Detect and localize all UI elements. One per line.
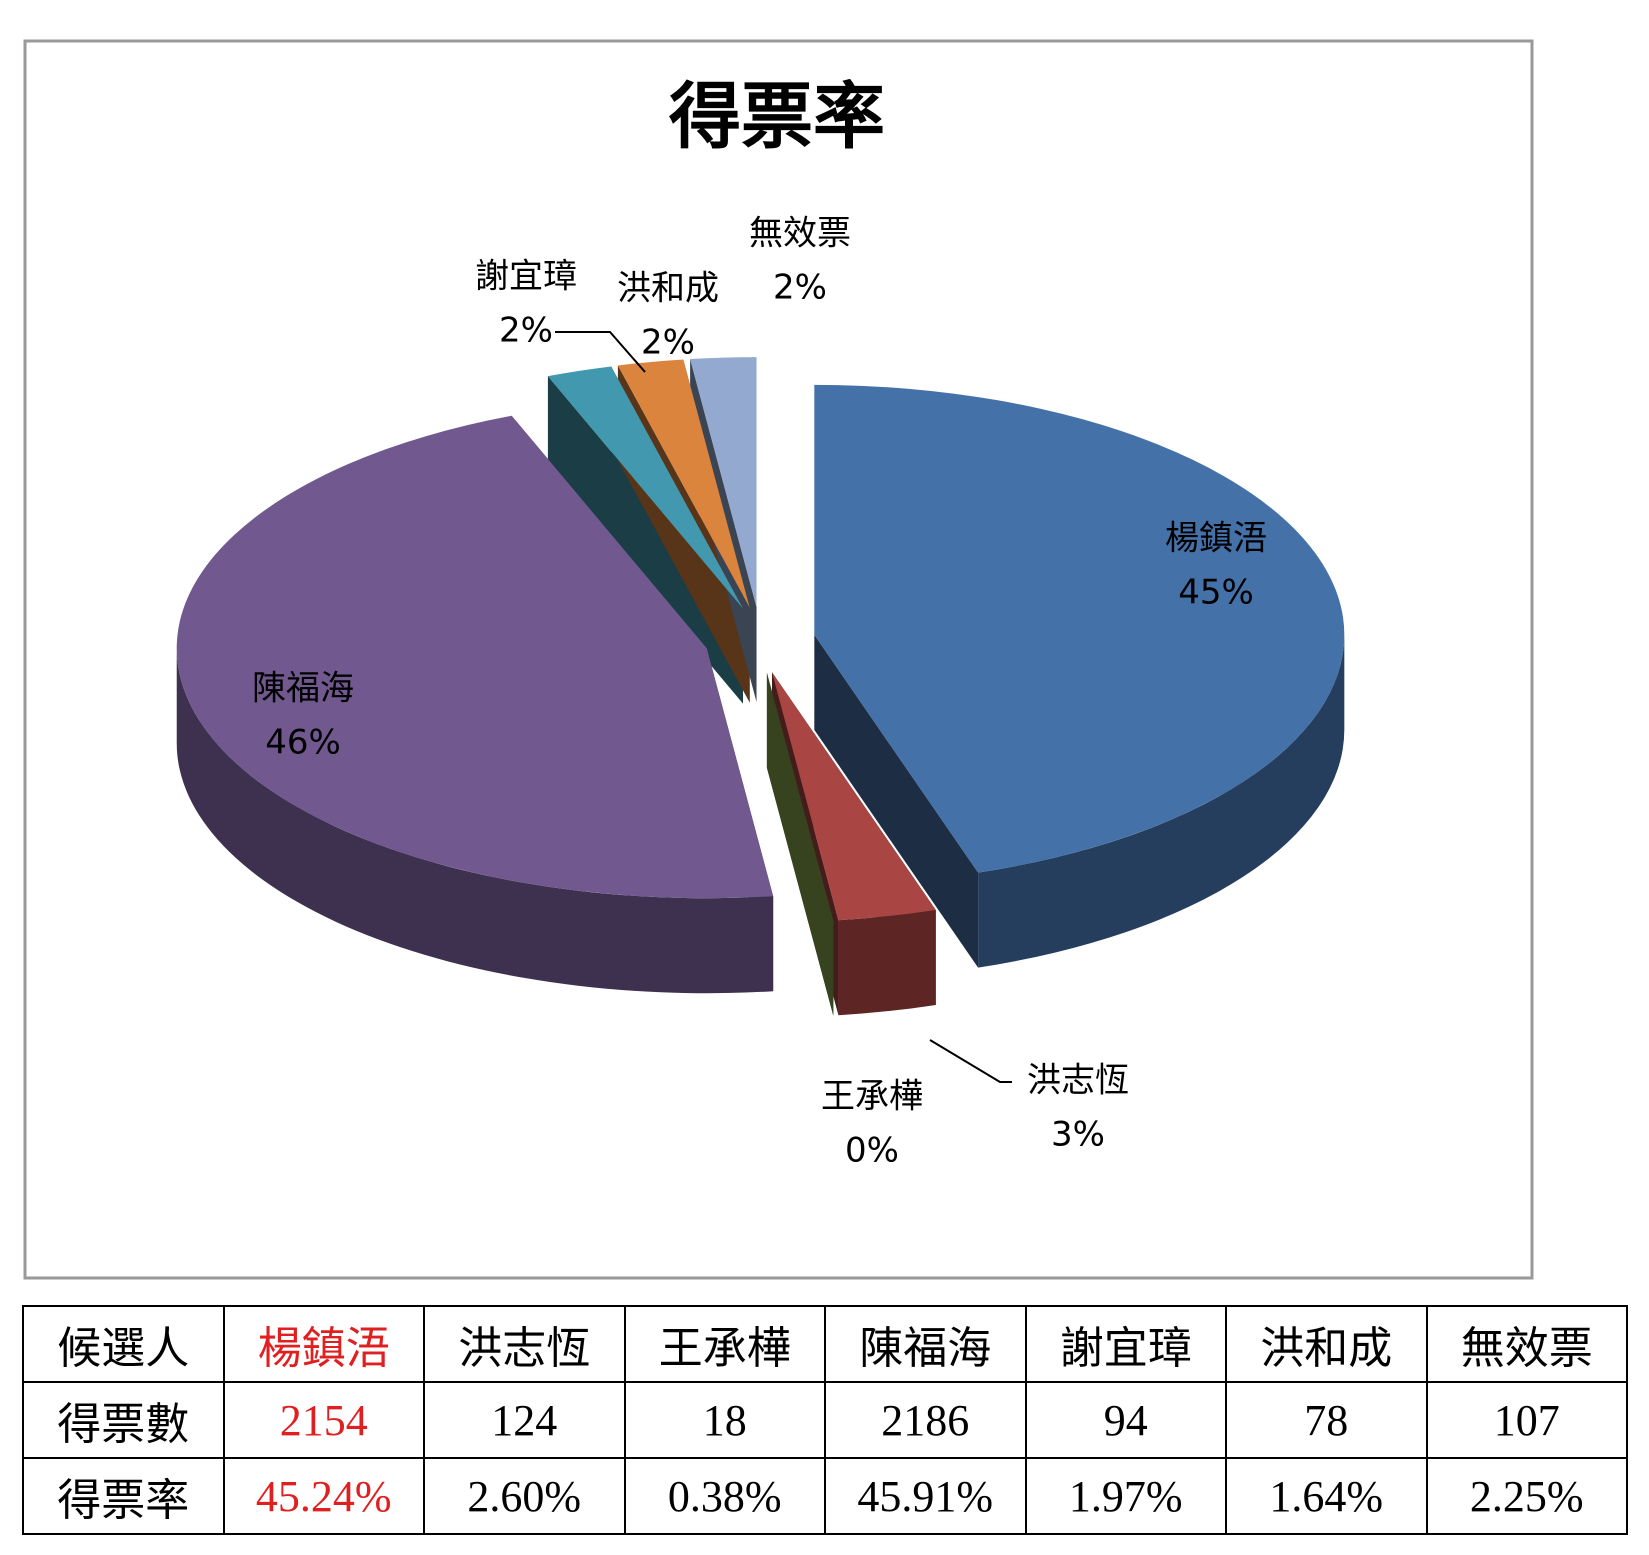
table-cell: 78 — [1225, 1381, 1428, 1459]
table-cell: 18 — [623, 1381, 826, 1459]
slice-value-label: 2% — [641, 323, 695, 363]
table-cell: 0.38% — [623, 1457, 826, 1535]
slice-value-label: 2% — [499, 311, 553, 351]
slice-wall — [766, 672, 834, 1016]
slice-value-label: 0% — [845, 1131, 899, 1171]
slice-side — [176, 648, 774, 994]
slice — [771, 672, 936, 921]
table-cell: 得票率 — [22, 1457, 225, 1535]
table-cell: 2186 — [824, 1381, 1027, 1459]
slice-label: 謝宜璋 — [475, 257, 577, 297]
leader-line — [929, 1039, 1012, 1083]
data-table: 候選人 楊鎮浯 洪志恆 王承樺 陳福海 謝宜璋 洪和成 無效票 得票數 2154 124 18 2186… — [22, 1305, 1628, 1535]
chart-title: 得票率 — [669, 75, 885, 159]
table-cell: 楊鎮浯 — [222, 1305, 425, 1383]
slice-label: 洪志恆 — [1027, 1061, 1129, 1101]
slice-wall — [547, 376, 744, 704]
slice — [814, 384, 1345, 873]
table-cell: 無效票 — [1425, 1305, 1628, 1383]
slice-value-label: 46% — [265, 723, 341, 763]
slice — [547, 366, 744, 609]
table-cell: 2154 — [222, 1381, 425, 1459]
slice — [690, 357, 757, 608]
table-cell: 45.24% — [222, 1457, 425, 1535]
table-cell: 107 — [1425, 1381, 1628, 1459]
table-cell: 124 — [423, 1381, 626, 1459]
slice-value-label: 3% — [1051, 1115, 1105, 1155]
slice-side — [838, 909, 936, 1016]
table-cell: 2.25% — [1425, 1457, 1628, 1535]
table-cell: 2.60% — [423, 1457, 626, 1535]
table-cell: 王承樺 — [623, 1305, 826, 1383]
slice-side — [978, 634, 1345, 968]
table-row: 得票數 2154 124 18 2186 94 78 107 — [22, 1381, 1628, 1459]
chart: 得票率 楊鎮浯 45% 洪志恆 3% 王承樺 0% 陳福海 46% 謝宜璋 2% 洪和成 2% 無效票 2… — [23, 39, 1534, 1280]
table-cell: 洪和成 — [1225, 1305, 1428, 1383]
table-cell: 洪志恆 — [423, 1305, 626, 1383]
slice-label: 陳福海 — [252, 669, 354, 709]
slice-label: 楊鎮浯 — [1165, 519, 1267, 559]
leader-line — [555, 331, 646, 373]
table-cell: 1.97% — [1024, 1457, 1227, 1535]
table-cell: 94 — [1024, 1381, 1227, 1459]
table-cell: 1.64% — [1225, 1457, 1428, 1535]
slice-value-label: 45% — [1178, 573, 1254, 613]
table-cell: 謝宜璋 — [1024, 1305, 1227, 1383]
table-cell: 候選人 — [22, 1305, 225, 1383]
slice-label: 洪和成 — [617, 269, 719, 309]
slice-label: 王承樺 — [821, 1077, 923, 1117]
slice-wall — [814, 634, 979, 968]
table-cell: 45.91% — [824, 1457, 1027, 1535]
slice — [176, 415, 774, 899]
slice — [617, 359, 750, 608]
table-cell: 陳福海 — [824, 1305, 1027, 1383]
slice-value-label: 2% — [773, 268, 827, 308]
table-row: 得票率 45.24% 2.60% 0.38% 45.91% 1.97% 1.64% 2.25% — [22, 1457, 1628, 1535]
table-row: 候選人 楊鎮浯 洪志恆 王承樺 陳福海 謝宜璋 洪和成 無效票 — [22, 1305, 1628, 1383]
slice-label: 無效票 — [749, 214, 851, 254]
table-cell: 得票數 — [22, 1381, 225, 1459]
